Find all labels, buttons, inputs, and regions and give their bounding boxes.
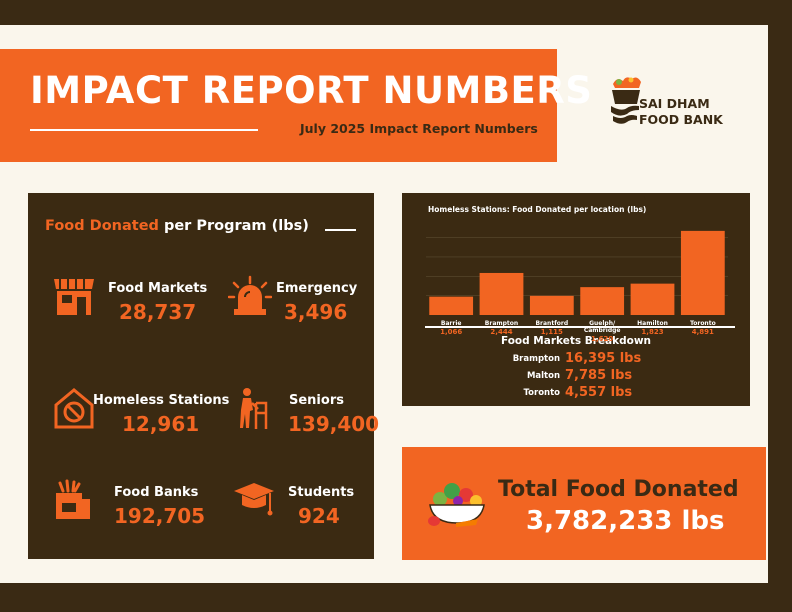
programs-heading-divider: [325, 229, 356, 231]
breakdown-value: 16,395 lbs: [565, 351, 642, 366]
program-name: Food Markets: [108, 281, 208, 296]
logo-line-2: FOOD BANK: [639, 112, 723, 127]
chart-bar: [580, 287, 625, 315]
breakdown-label: Malton: [526, 371, 560, 381]
chart-category-label: Barrie: [440, 320, 462, 327]
chart-bar: [429, 296, 474, 315]
bar-chart: [426, 230, 728, 315]
breakdown-title: Food Markets Breakdown: [500, 335, 652, 347]
programs-panel: Food Donated per Program (lbs) Food Mark…: [28, 193, 379, 559]
chart-bar: [680, 230, 725, 315]
program-homeless-stations: Homeless Stations 12,961: [52, 387, 252, 437]
chart-bar: [630, 283, 675, 315]
breakdown-value: 7,785 lbs: [565, 368, 633, 383]
breakdown-row: Brampton 16,395 lbs: [402, 351, 750, 367]
chart-value-label: 4,891: [691, 328, 714, 336]
program-food-banks: Food Banks 192,705: [52, 479, 232, 529]
chart-value-label: 1,620: [591, 335, 614, 343]
walker-senior-icon: [240, 388, 268, 429]
program-value: 924: [298, 504, 340, 528]
breakdown-row: Toronto 4,557 lbs: [402, 385, 750, 401]
chart-bar: [479, 272, 524, 315]
programs-heading-accent: Food Donated: [45, 218, 159, 234]
page-title: IMPACT REPORT NUMBERS: [30, 69, 593, 112]
program-value: 12,961: [122, 412, 200, 436]
chart-category-label: Guelph/ Cambridge: [583, 320, 621, 334]
total-donated-box: Total Food Donated 3,782,233 lbs: [402, 447, 766, 560]
program-seniors: Seniors 139,400: [234, 387, 379, 437]
breakdown-row: Malton 7,785 lbs: [402, 368, 750, 384]
chart-value-label: 1,066: [440, 328, 463, 336]
breakdown-value: 4,557 lbs: [565, 385, 633, 400]
title-banner: IMPACT REPORT NUMBERS July 2025 Impact R…: [0, 49, 592, 162]
program-students: Students 924: [232, 479, 372, 529]
breakdown-label: Toronto: [523, 388, 561, 398]
chart-value-label: 1,115: [540, 328, 563, 336]
chart-category-label: Brampton: [484, 320, 519, 327]
report-page: IMPACT REPORT NUMBERS July 2025 Impact R…: [0, 25, 768, 583]
chart-category-label: Toronto: [689, 320, 716, 327]
sai-dham-logo: SAI DHAM FOOD BANK: [609, 76, 759, 134]
programs-heading: Food Donated per Program (lbs): [45, 218, 309, 234]
program-value: 139,400: [288, 412, 380, 436]
program-value: 3,496: [284, 300, 348, 324]
program-name: Food Banks: [114, 485, 199, 500]
chart-value-label: 1,823: [641, 328, 664, 336]
total-value: 3,782,233 lbs: [526, 506, 725, 536]
grocery-bag-icon: [56, 479, 90, 519]
program-name: Students: [288, 485, 355, 500]
chart-category-label: Hamilton: [637, 320, 668, 327]
produce-bowl-icon: [428, 483, 485, 527]
page-subtitle: July 2025 Impact Report Numbers: [300, 121, 538, 136]
storefront-icon: [54, 279, 94, 315]
chart-title: Homeless Stations: Food Donated per loca…: [428, 205, 647, 214]
chart-bar: [529, 295, 574, 315]
chart-value-label: 2,444: [490, 328, 513, 336]
hands-basket-icon: [611, 77, 641, 124]
program-value: 192,705: [114, 504, 206, 528]
breakdown-divider: [425, 326, 735, 328]
breakdown-label: Brampton: [512, 354, 560, 364]
chart-category-label: Brantford: [535, 320, 569, 327]
program-name: Seniors: [289, 393, 344, 408]
siren-icon: [228, 275, 272, 315]
program-emergency: Emergency 3,496: [228, 275, 368, 325]
logo-line-1: SAI DHAM: [639, 96, 710, 111]
program-name: Emergency: [276, 281, 358, 296]
logo-wordmark: SAI DHAM FOOD BANK: [639, 96, 723, 128]
total-label: Total Food Donated: [498, 477, 739, 502]
program-food-markets: Food Markets 28,737: [52, 275, 212, 325]
graduation-cap-icon: [234, 483, 274, 516]
programs-heading-rest: per Program (lbs): [158, 218, 309, 234]
title-divider: [30, 129, 258, 131]
no-home-icon: [54, 388, 94, 429]
homeless-stations-chart-panel: Homeless Stations: Food Donated per loca…: [402, 193, 750, 406]
program-value: 28,737: [119, 300, 197, 324]
program-name: Homeless Stations: [93, 393, 230, 408]
